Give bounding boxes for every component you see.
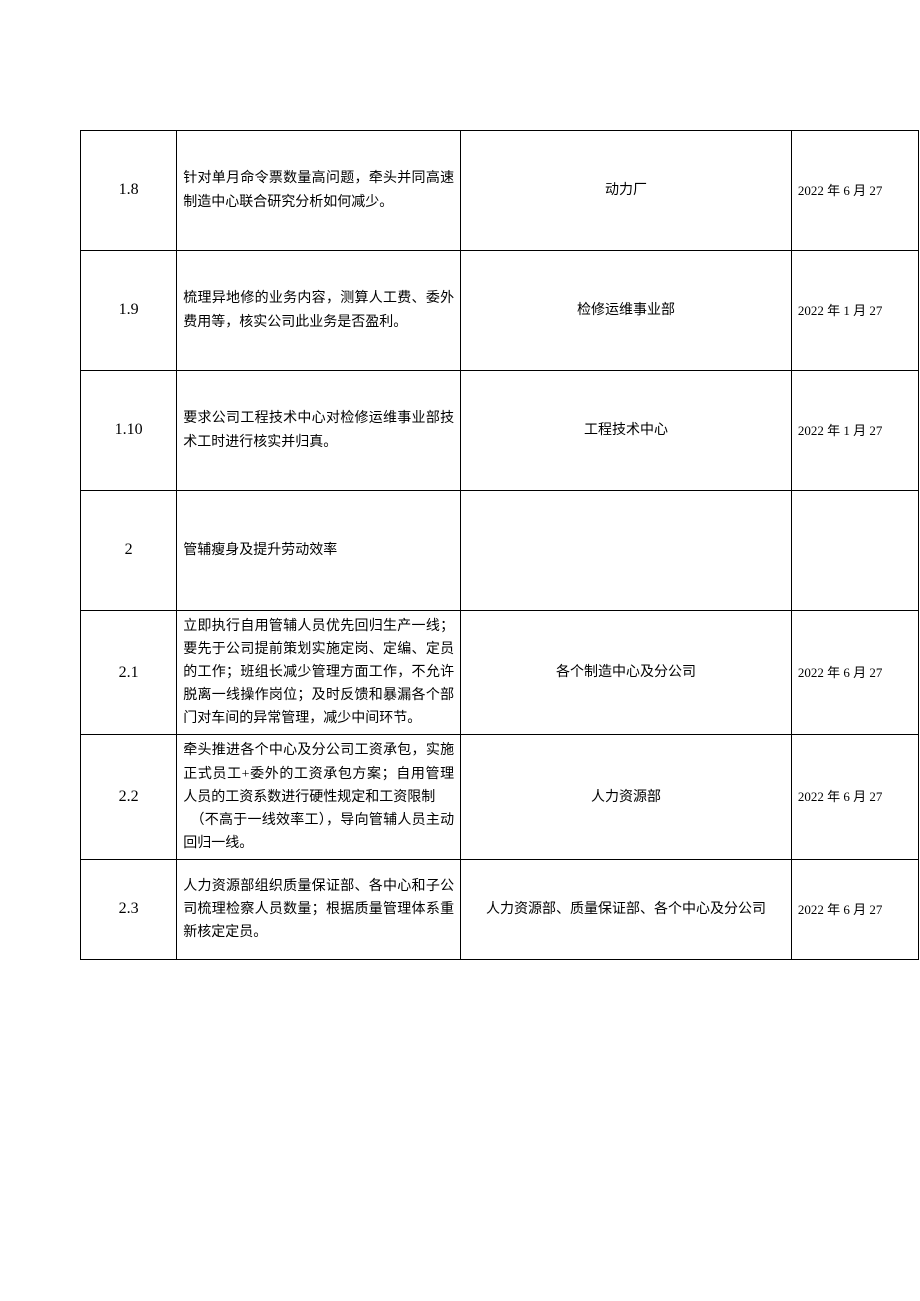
cell-department: 人力资源部 <box>461 735 792 859</box>
cell-department: 动力厂 <box>461 131 792 251</box>
cell-department: 检修运维事业部 <box>461 251 792 371</box>
cell-date <box>791 491 918 611</box>
cell-number: 2 <box>81 491 177 611</box>
cell-department: 各个制造中心及分公司 <box>461 611 792 735</box>
cell-number: 1.8 <box>81 131 177 251</box>
table-body: 1.8 针对单月命令票数量高问题，牵头并同高速制造中心联合研究分析如何减少。 动… <box>81 131 919 960</box>
cell-description: 人力资源部组织质量保证部、各中心和子公司梳理检察人员数量；根据质量管理体系重新核… <box>177 859 461 959</box>
cell-number: 1.10 <box>81 371 177 491</box>
cell-description: 立即执行自用管辅人员优先回归生产一线；要先于公司提前策划实施定岗、定编、定员的工… <box>177 611 461 735</box>
table-row: 1.8 针对单月命令票数量高问题，牵头并同高速制造中心联合研究分析如何减少。 动… <box>81 131 919 251</box>
cell-department: 工程技术中心 <box>461 371 792 491</box>
cell-date: 2022 年 1 月 27 <box>791 371 918 491</box>
cell-description: 牵头推进各个中心及分公司工资承包，实施正式员工+委外的工资承包方案；自用管理人员… <box>177 735 461 859</box>
table-row: 2.2 牵头推进各个中心及分公司工资承包，实施正式员工+委外的工资承包方案；自用… <box>81 735 919 859</box>
cell-date: 2022 年 6 月 27 <box>791 735 918 859</box>
cell-number: 1.9 <box>81 251 177 371</box>
cell-date: 2022 年 1 月 27 <box>791 251 918 371</box>
table-row: 1.10 要求公司工程技术中心对检修运维事业部技术工时进行核实并归真。 工程技术… <box>81 371 919 491</box>
table-row: 2.3 人力资源部组织质量保证部、各中心和子公司梳理检察人员数量；根据质量管理体… <box>81 859 919 959</box>
cell-date: 2022 年 6 月 27 <box>791 131 918 251</box>
cell-description: 管辅瘦身及提升劳动效率 <box>177 491 461 611</box>
table-row: 2.1 立即执行自用管辅人员优先回归生产一线；要先于公司提前策划实施定岗、定编、… <box>81 611 919 735</box>
cell-number: 2.3 <box>81 859 177 959</box>
document-table: 1.8 针对单月命令票数量高问题，牵头并同高速制造中心联合研究分析如何减少。 动… <box>80 130 919 960</box>
cell-number: 2.2 <box>81 735 177 859</box>
cell-number: 2.1 <box>81 611 177 735</box>
cell-description: 针对单月命令票数量高问题，牵头并同高速制造中心联合研究分析如何减少。 <box>177 131 461 251</box>
cell-date: 2022 年 6 月 27 <box>791 859 918 959</box>
cell-description: 要求公司工程技术中心对检修运维事业部技术工时进行核实并归真。 <box>177 371 461 491</box>
cell-date: 2022 年 6 月 27 <box>791 611 918 735</box>
table-row: 1.9 梳理异地修的业务内容，测算人工费、委外费用等，核实公司此业务是否盈利。 … <box>81 251 919 371</box>
cell-department <box>461 491 792 611</box>
cell-description: 梳理异地修的业务内容，测算人工费、委外费用等，核实公司此业务是否盈利。 <box>177 251 461 371</box>
cell-department: 人力资源部、质量保证部、各个中心及分公司 <box>461 859 792 959</box>
table-row: 2 管辅瘦身及提升劳动效率 <box>81 491 919 611</box>
